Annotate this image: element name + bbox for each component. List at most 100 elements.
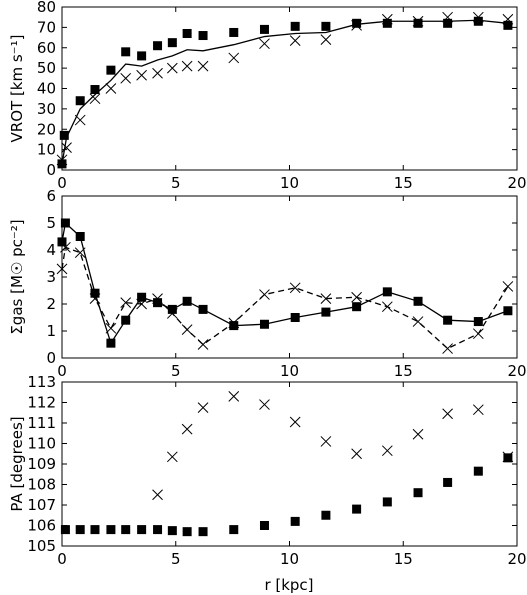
position-angle-cross-point [228,390,240,402]
gas-density-square-point [443,315,453,325]
position-angle-cross-point [442,408,453,420]
velocity-square-point [153,41,163,51]
gas-density-x-tick-label: 10 [280,362,299,380]
gas-density-y-tick-label: 6 [46,187,56,205]
position-angle-y-tick-label: 109 [27,455,56,473]
position-angle-cross-point [181,423,193,435]
gas-density-cross-point [152,293,163,304]
velocity-square-point [121,47,131,57]
gas-density-y-tick-label: 4 [46,241,56,259]
gas-density-cross-point [472,328,484,340]
gas-density-x-tick-label: 0 [57,362,67,380]
position-angle-cross-point [197,402,209,413]
velocity-cross-point [320,34,332,45]
velocity-cross-point [381,13,393,25]
velocity-square-point [167,38,177,48]
position-angle-square-point [229,525,239,535]
gas-density-y-tick-label: 3 [46,268,56,286]
position-angle-x-tick-label: 20 [507,550,526,568]
velocity-cross-point [197,60,209,72]
velocity-series-line [61,19,508,164]
velocity-square-point [182,28,192,38]
velocity-square-point [198,31,208,41]
velocity-frame [61,6,518,171]
position-angle-square-point [75,525,85,535]
velocity-series-1 [57,16,513,169]
velocity-cross-point [89,93,101,105]
gas-density-cross-point [228,317,240,329]
velocity-square-point [229,27,239,37]
gas-density-cross-point [60,241,71,253]
gas-density-cross-point [136,298,147,310]
gas-density-cross-point [181,324,193,336]
position-angle-cross-point [502,451,514,463]
velocity-square-point [382,18,392,28]
gas-density-series-line [61,221,509,345]
gas-density-cross-point [442,343,453,354]
position-angle-y-tick-label: 108 [27,476,56,494]
velocity-y-tick-label: 70 [37,18,56,36]
position-angle-y-tick-label: 112 [27,394,56,412]
gas-density-x-tick-label: 20 [507,362,526,380]
velocity-y-tick-label: 30 [37,100,56,118]
gas-density-square-point [106,338,116,348]
gas-density-cross-point [320,293,332,304]
gas-density-series-line [61,246,509,350]
velocity-cross-point [56,154,68,166]
gas-density-square-point [75,232,85,241]
gas-density-y-axis-label: Σgas [M☉ pc⁻²] [8,219,26,334]
position-angle-square-point [352,504,362,514]
position-angle-x-tick-label: 10 [280,550,299,568]
position-angle-square-point [259,521,269,530]
velocity-square-point [90,85,100,95]
velocity-cross-point [136,69,147,81]
position-angle-square-point [503,453,513,463]
position-angle-cross-point [320,436,332,447]
gas-density-square-point [503,306,513,316]
gas-density-square-point [57,237,67,247]
position-angle-cross-point [412,428,424,440]
gas-density-square-point [473,317,483,327]
gas-density-square-point [153,298,163,308]
gas-density-series-1 [57,218,513,348]
velocity-y-tick-label: 50 [37,59,56,77]
velocity-square-point [75,96,85,106]
gas-density-cross-point [120,297,132,309]
position-angle-square-point [443,477,453,487]
gas-density-y-tick-label: 5 [46,214,56,232]
velocity-square-point [59,130,69,140]
gas-density-square-point [259,319,269,329]
gas-density-square-point [121,315,131,325]
velocity-cross-point [181,60,193,72]
gas-density-cross-point [56,263,68,275]
gas-density-square-point [137,292,147,302]
position-angle-square-point [137,525,147,535]
velocity-square-point [137,51,147,61]
position-angle-cross-point [381,445,393,457]
velocity-x-tick-label: 10 [280,174,299,192]
gas-density-square-point [167,304,177,314]
velocity-cross-point [61,142,72,153]
position-angle-x-tick-label: 0 [57,550,67,568]
velocity-cross-point [166,62,178,74]
position-angle-square-point [182,527,192,537]
velocity-series-3 [61,19,508,164]
velocity-square-point [503,20,513,30]
gas-density-square-point [90,288,100,298]
velocity-square-point [290,21,300,31]
gas-density-square-point [198,304,208,314]
velocity-cross-point [289,35,301,46]
position-angle-cross-point [289,416,301,428]
velocity-cross-point [259,38,270,50]
gas-density-cross-point [259,289,270,300]
velocity-square-point [106,65,116,75]
velocity-y-tick-label: 80 [37,0,56,16]
position-angle-square-point [153,525,163,535]
gas-density-square-point [182,296,192,306]
x-axis-label: r [kpc] [264,576,313,594]
gas-density-y-tick-label: 2 [46,295,56,313]
velocity-cross-point [228,52,240,64]
velocity-cross-point [351,19,362,31]
gas-density-cross-point [89,293,101,304]
position-angle-panel: 0 5 10 15 20 105 106 107 108 109 110 111 112 113 PA [d… [8,373,527,568]
